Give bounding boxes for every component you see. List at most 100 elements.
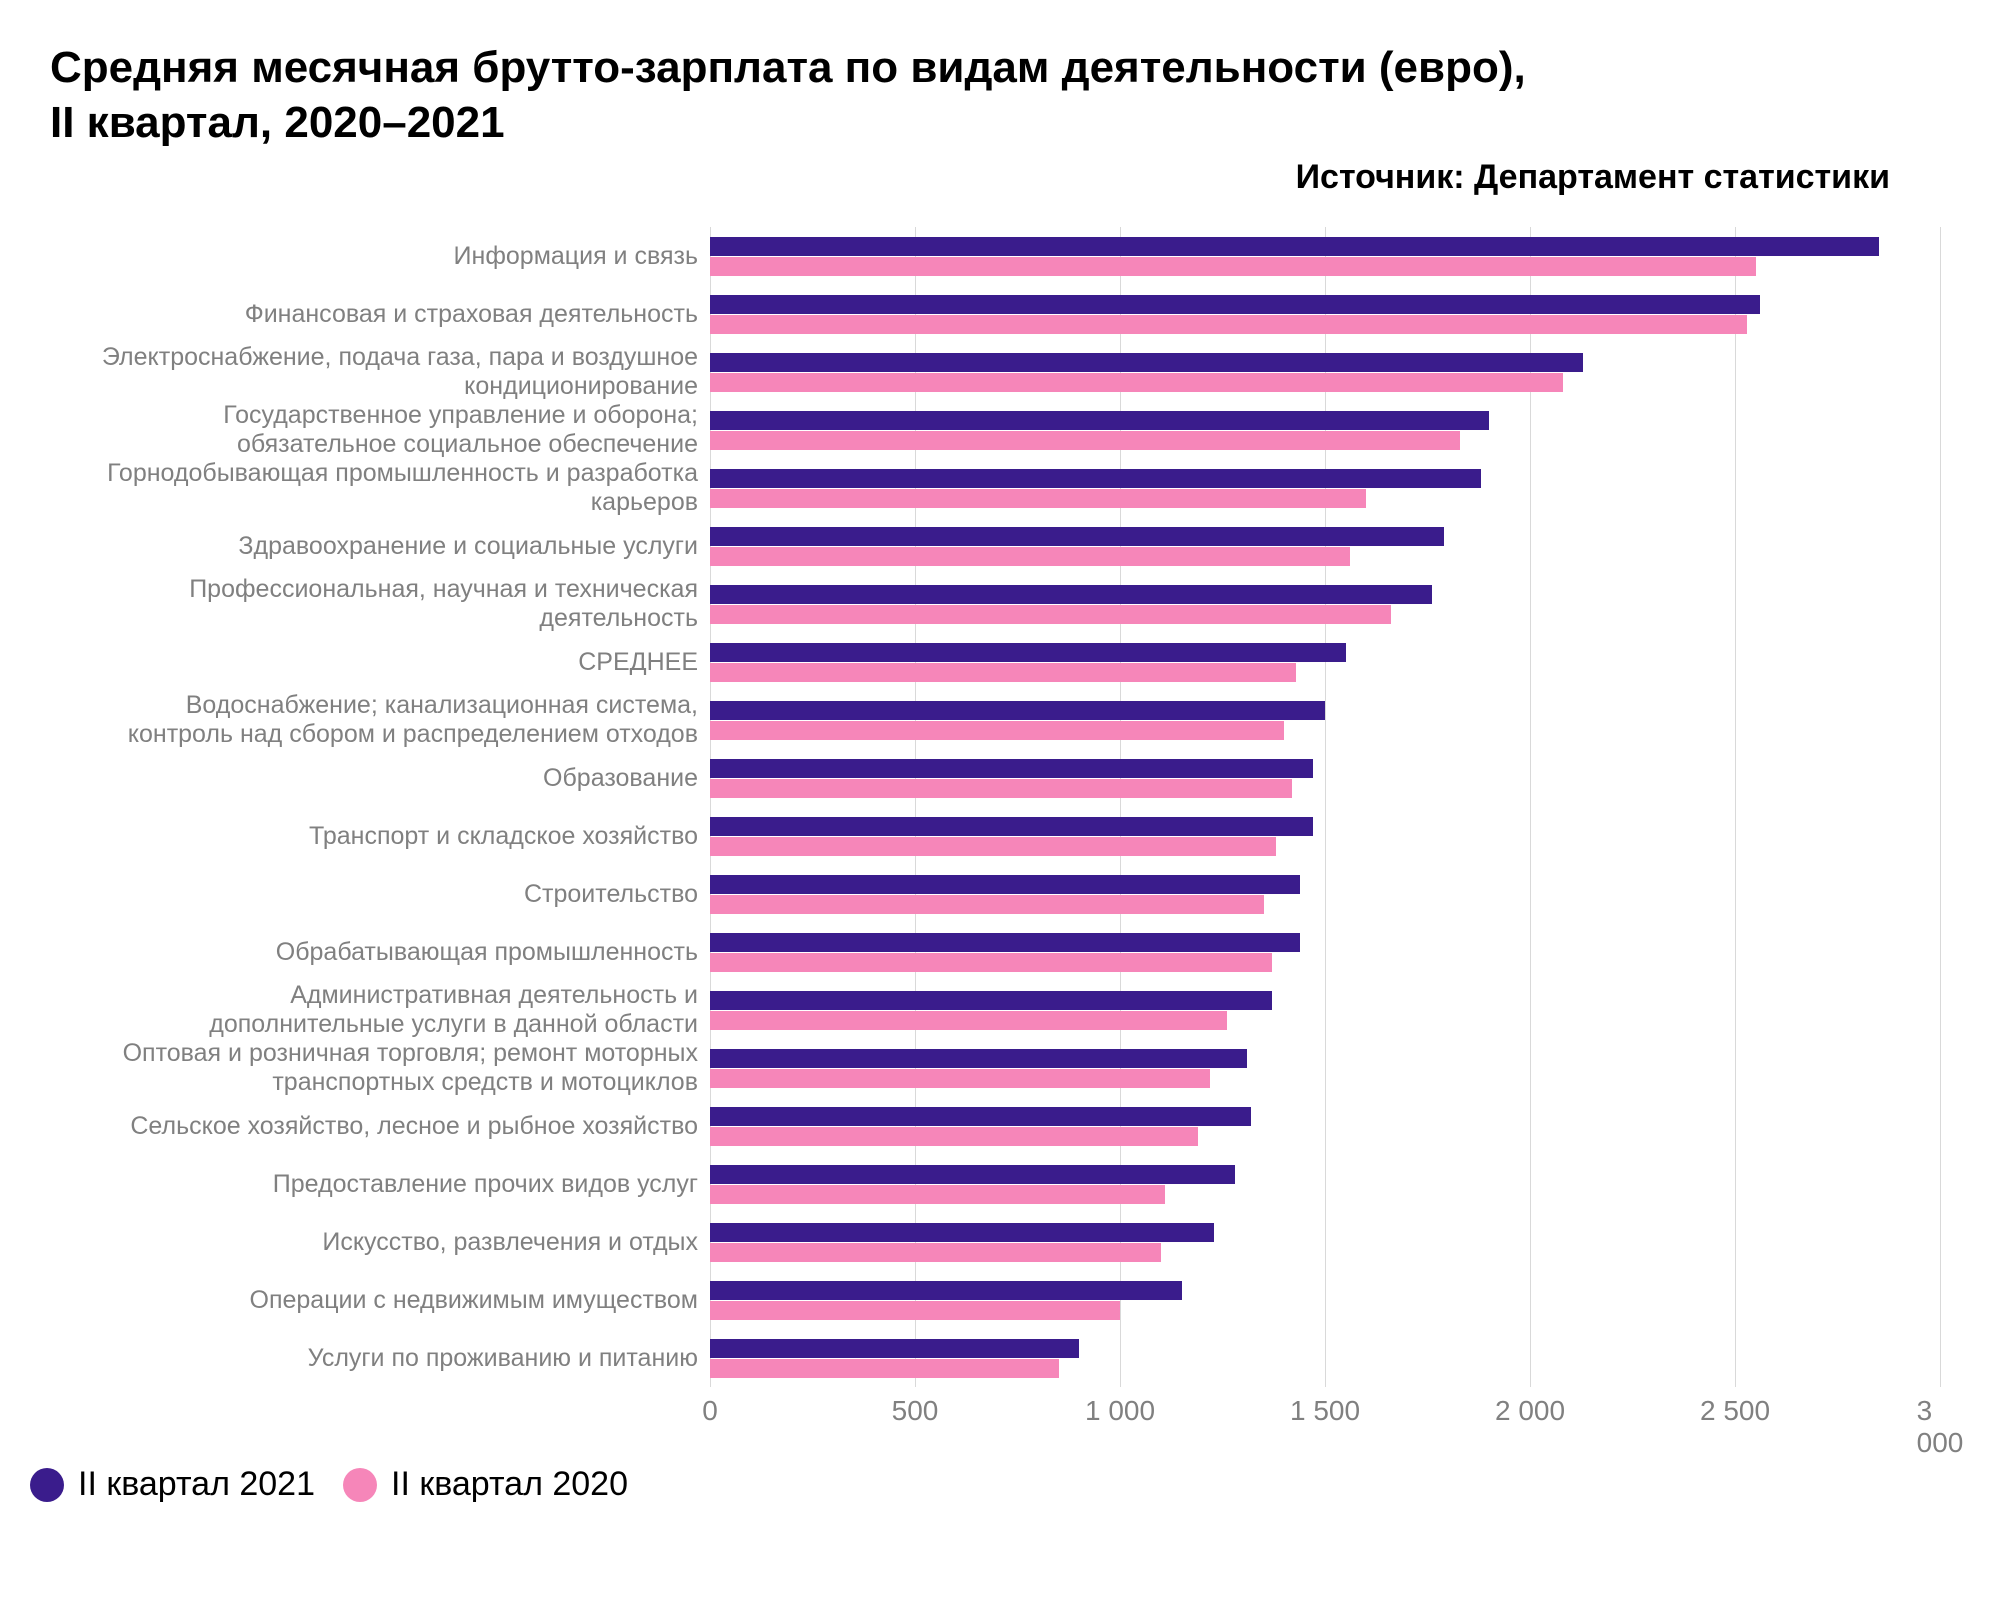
bar-q2_2021 xyxy=(710,353,1583,372)
bar-row xyxy=(710,285,1940,343)
bar-q2_2021 xyxy=(710,411,1489,430)
bar-row xyxy=(710,1097,1940,1155)
x-axis-tick: 500 xyxy=(892,1395,939,1427)
bar-q2_2021 xyxy=(710,817,1313,836)
bar-q2_2020 xyxy=(710,605,1391,624)
bar-row xyxy=(710,865,1940,923)
y-axis-label: Горнодобывающая промышленность и разрабо… xyxy=(90,459,710,517)
bar-row xyxy=(710,691,1940,749)
bar-row xyxy=(710,981,1940,1039)
y-axis-label: Образование xyxy=(90,749,710,807)
bar-q2_2021 xyxy=(710,701,1325,720)
x-axis-tick: 2 000 xyxy=(1495,1395,1565,1427)
bar-row xyxy=(710,923,1940,981)
bar-q2_2021 xyxy=(710,759,1313,778)
bar-q2_2021 xyxy=(710,875,1300,894)
bar-q2_2020 xyxy=(710,1243,1161,1262)
legend-label: II квартал 2021 xyxy=(78,1465,315,1504)
bar-row xyxy=(710,1155,1940,1213)
y-axis-label: Профессиональная, научная и техническая … xyxy=(90,575,710,633)
y-axis-label: Строительство xyxy=(90,865,710,923)
bar-q2_2020 xyxy=(710,663,1296,682)
bar-q2_2021 xyxy=(710,295,1760,314)
bar-rows xyxy=(710,227,1940,1387)
y-axis-labels: Информация и связьФинансовая и страховая… xyxy=(90,227,710,1387)
bar-q2_2020 xyxy=(710,837,1276,856)
bar-row xyxy=(710,633,1940,691)
x-axis-tick: 3 000 xyxy=(1917,1395,1964,1459)
bar-row xyxy=(710,227,1940,285)
bar-q2_2021 xyxy=(710,933,1300,952)
bar-q2_2020 xyxy=(710,431,1460,450)
bar-q2_2021 xyxy=(710,1339,1079,1358)
bar-q2_2020 xyxy=(710,779,1292,798)
bar-q2_2020 xyxy=(710,547,1350,566)
legend-swatch xyxy=(30,1468,64,1502)
bar-q2_2021 xyxy=(710,527,1444,546)
legend-swatch xyxy=(343,1468,377,1502)
x-axis-tick: 0 xyxy=(702,1395,718,1427)
legend: II квартал 2021 II квартал 2020 xyxy=(30,1465,1950,1504)
bar-row xyxy=(710,343,1940,401)
y-axis-label: Сельское хозяйство, лесное и рыбное хозя… xyxy=(90,1097,710,1155)
bar-row xyxy=(710,1213,1940,1271)
y-axis-label: СРЕДНЕЕ xyxy=(90,633,710,691)
x-axis-tick: 2 500 xyxy=(1700,1395,1770,1427)
bar-row xyxy=(710,1271,1940,1329)
x-axis-tick: 1 500 xyxy=(1290,1395,1360,1427)
bar-q2_2021 xyxy=(710,1107,1251,1126)
y-axis-label: Услуги по проживанию и питанию xyxy=(90,1329,710,1387)
bar-q2_2021 xyxy=(710,1049,1247,1068)
y-axis-label: Водоснабжение; канализационная система, … xyxy=(90,691,710,749)
bar-q2_2020 xyxy=(710,315,1747,334)
bar-q2_2021 xyxy=(710,991,1272,1010)
bar-q2_2020 xyxy=(710,895,1264,914)
bar-q2_2021 xyxy=(710,1165,1235,1184)
chart-title-line2: II квартал, 2020–2021 xyxy=(50,95,1950,150)
bar-q2_2020 xyxy=(710,721,1284,740)
source-label: Источник: Департамент статистики xyxy=(50,158,1950,197)
bar-row xyxy=(710,807,1940,865)
bar-q2_2021 xyxy=(710,643,1346,662)
bar-q2_2020 xyxy=(710,257,1756,276)
bar-q2_2020 xyxy=(710,1301,1120,1320)
bar-row xyxy=(710,1329,1940,1387)
bar-row xyxy=(710,517,1940,575)
bar-q2_2020 xyxy=(710,1011,1227,1030)
bar-row xyxy=(710,575,1940,633)
y-axis-label: Искусство, развлечения и отдых xyxy=(90,1213,710,1271)
bars-area xyxy=(710,227,1940,1387)
y-axis-label: Государственное управление и оборона; об… xyxy=(90,401,710,459)
x-axis-ticks: 05001 0001 5002 0002 5003 000 xyxy=(710,1395,1940,1435)
y-axis-label: Информация и связь xyxy=(90,227,710,285)
chart-page: Средняя месячная брутто-зарплата по вида… xyxy=(0,0,2000,1611)
bar-q2_2020 xyxy=(710,1185,1165,1204)
y-axis-label: Административная деятельность и дополнит… xyxy=(90,981,710,1039)
chart-container: Информация и связьФинансовая и страховая… xyxy=(90,227,1950,1435)
chart-title: Средняя месячная брутто-зарплата по вида… xyxy=(50,40,1950,150)
y-axis-label: Обрабатывающая промышленность xyxy=(90,923,710,981)
chart-title-line1: Средняя месячная брутто-зарплата по вида… xyxy=(50,40,1950,95)
bar-q2_2020 xyxy=(710,1069,1210,1088)
x-axis: 05001 0001 5002 0002 5003 000 xyxy=(90,1395,1950,1435)
plot-area: Информация и связьФинансовая и страховая… xyxy=(90,227,1950,1387)
y-axis-label: Финансовая и страховая деятельность xyxy=(90,285,710,343)
legend-label: II квартал 2020 xyxy=(391,1465,628,1504)
bar-q2_2020 xyxy=(710,953,1272,972)
bar-q2_2020 xyxy=(710,1359,1059,1378)
bar-q2_2020 xyxy=(710,489,1366,508)
y-axis-label: Транспорт и складское хозяйство xyxy=(90,807,710,865)
bar-q2_2021 xyxy=(710,1223,1214,1242)
bar-q2_2021 xyxy=(710,469,1481,488)
x-axis-spacer xyxy=(90,1395,710,1435)
y-axis-label: Предоставление прочих видов услуг xyxy=(90,1155,710,1213)
bar-q2_2021 xyxy=(710,1281,1182,1300)
bar-q2_2021 xyxy=(710,237,1879,256)
bar-q2_2021 xyxy=(710,585,1432,604)
bar-row xyxy=(710,401,1940,459)
y-axis-label: Здравоохранение и социальные услуги xyxy=(90,517,710,575)
bar-q2_2020 xyxy=(710,373,1563,392)
x-axis-tick: 1 000 xyxy=(1085,1395,1155,1427)
legend-item: II квартал 2020 xyxy=(343,1465,628,1504)
y-axis-label: Оптовая и розничная торговля; ремонт мот… xyxy=(90,1039,710,1097)
